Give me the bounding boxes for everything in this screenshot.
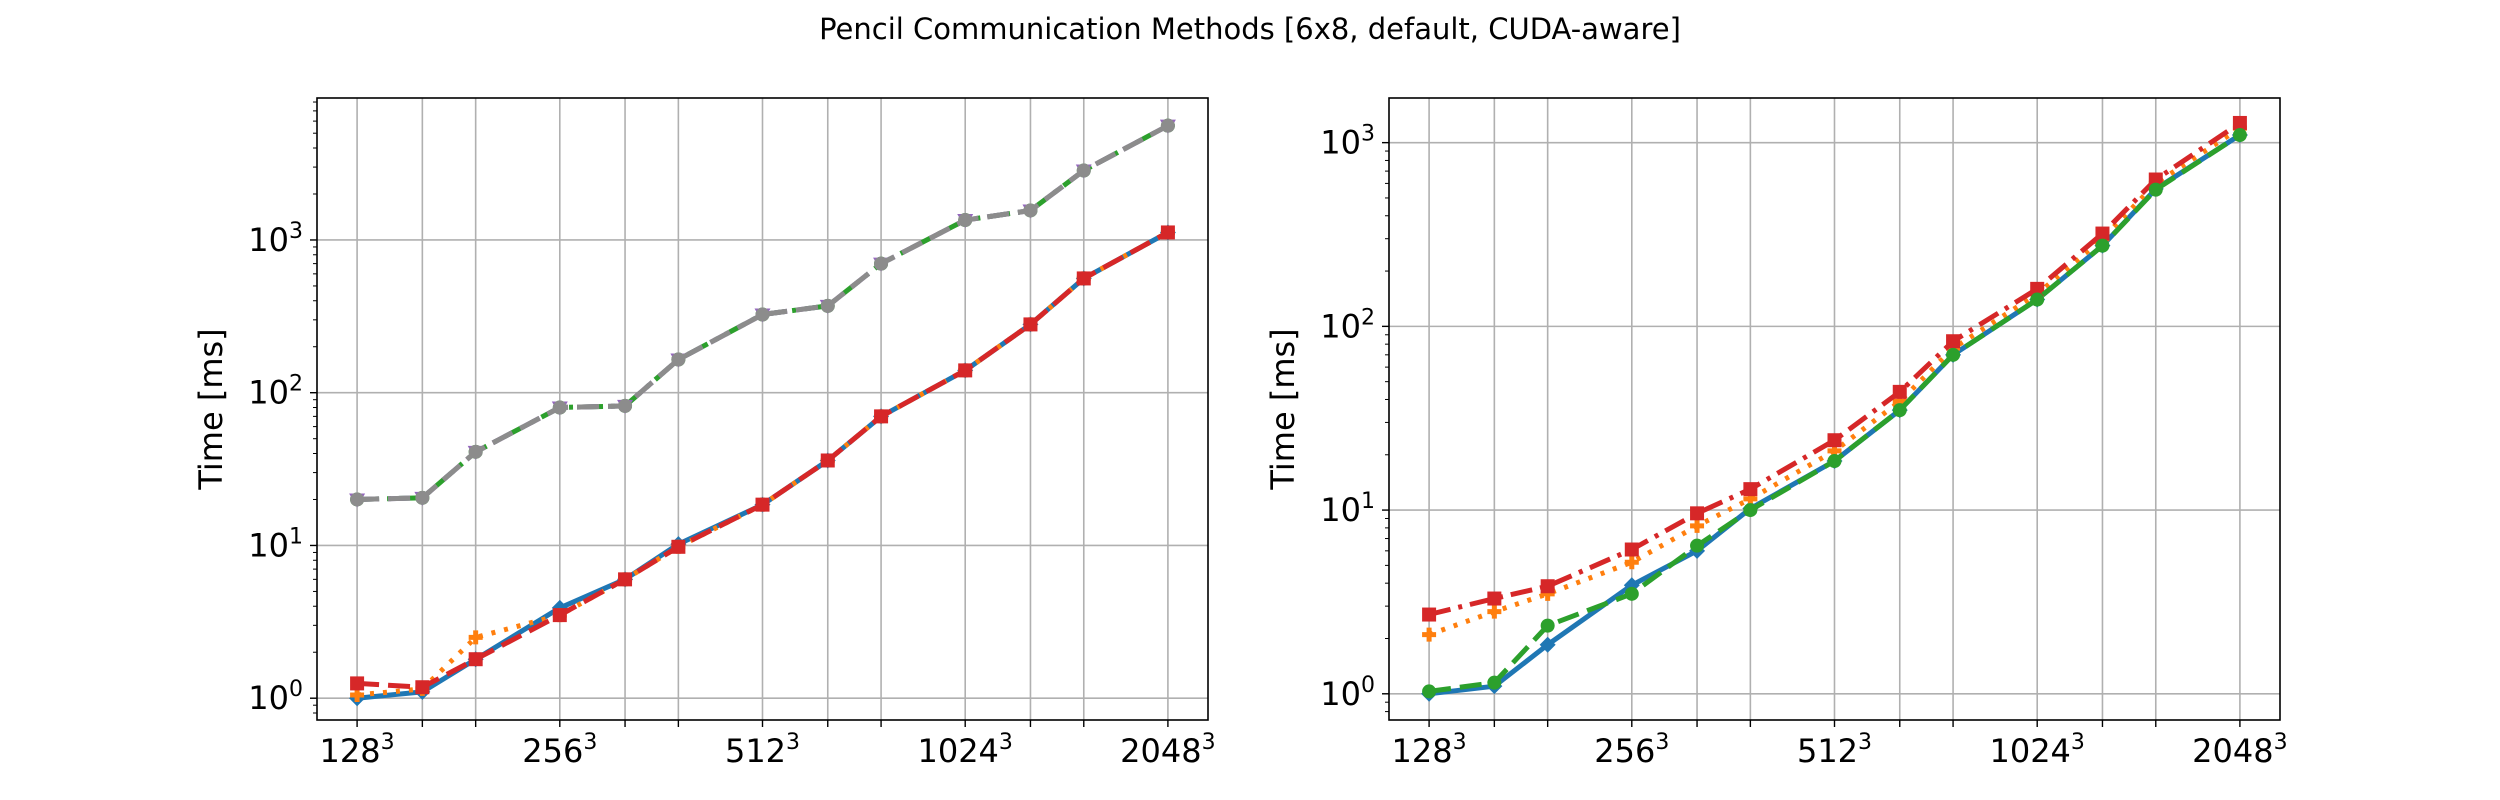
- data-point: [468, 652, 483, 667]
- data-point: [1540, 618, 1555, 633]
- x-tick-label: 1283: [320, 730, 395, 770]
- data-point: [755, 497, 770, 512]
- y-tick-label: 103: [248, 219, 303, 259]
- data-point: [958, 363, 973, 378]
- y-tick-label: 103: [1320, 122, 1375, 162]
- data-point: [1076, 271, 1091, 286]
- y-tick-label: 100: [248, 677, 303, 717]
- data-point: [1023, 317, 1038, 332]
- data-point: [1160, 118, 1175, 133]
- x-tick-label: 5123: [725, 730, 800, 770]
- x-tick-label: 5123: [1797, 730, 1872, 770]
- data-point: [1690, 518, 1705, 533]
- data-point: [1946, 334, 1961, 349]
- data-point: [1624, 555, 1639, 570]
- data-point: [1690, 538, 1705, 553]
- data-point: [1540, 586, 1555, 601]
- data-point: [2095, 226, 2110, 241]
- data-point: [350, 676, 365, 691]
- x-tick-label: 1283: [1392, 730, 1467, 770]
- data-point: [874, 409, 889, 424]
- y-tick-label: 100: [1320, 673, 1375, 713]
- y-tick-label: 101: [248, 524, 303, 564]
- data-point: [1076, 163, 1091, 178]
- data-point: [1743, 482, 1758, 497]
- data-point: [1487, 591, 1502, 606]
- data-point: [415, 680, 430, 695]
- data-point: [671, 352, 686, 367]
- data-point: [1422, 684, 1437, 699]
- data-point: [820, 298, 835, 313]
- data-point: [1624, 586, 1639, 601]
- y-axis-label: Time [ms]: [192, 328, 230, 490]
- data-point: [2148, 172, 2163, 187]
- data-point: [2148, 182, 2163, 197]
- data-point: [1892, 394, 1907, 409]
- data-point: [468, 444, 483, 459]
- data-point: [2030, 292, 2045, 307]
- data-point: [2232, 128, 2247, 143]
- data-point: [1422, 607, 1437, 622]
- data-point: [874, 256, 889, 271]
- data-point: [350, 687, 365, 702]
- data-point: [1422, 627, 1437, 642]
- x-tick-label: 2563: [1594, 730, 1669, 770]
- x-tick-label: 20483: [1120, 730, 1215, 770]
- y-tick-label: 102: [1320, 305, 1375, 345]
- data-point: [1827, 443, 1842, 458]
- y-axis-label: Time [ms]: [1264, 328, 1302, 490]
- x-tick-label: 10243: [1989, 730, 2084, 770]
- data-point: [552, 400, 567, 415]
- plot-frame: [1388, 97, 2281, 721]
- data-point: [1023, 203, 1038, 218]
- data-point: [1827, 453, 1842, 468]
- x-tick-label: 20483: [2192, 730, 2287, 770]
- data-point: [1624, 542, 1639, 557]
- data-point: [1487, 604, 1502, 619]
- data-point: [958, 213, 973, 228]
- data-point: [1690, 506, 1705, 521]
- data-point: [1946, 347, 1961, 362]
- data-point: [1160, 225, 1175, 240]
- data-point: [1743, 503, 1758, 518]
- x-tick-label: 2563: [522, 730, 597, 770]
- data-point: [1743, 491, 1758, 506]
- data-point: [468, 630, 483, 645]
- data-point: [671, 539, 686, 554]
- data-point: [1827, 433, 1842, 448]
- data-point: [2030, 281, 2045, 296]
- plot-frame: [316, 97, 1209, 721]
- x-tick-label: 10243: [917, 730, 1012, 770]
- data-point: [1539, 636, 1556, 653]
- data-point: [415, 490, 430, 505]
- data-point: [618, 572, 633, 587]
- data-point: [552, 608, 567, 623]
- data-point: [755, 307, 770, 322]
- y-tick-label: 102: [248, 372, 303, 412]
- data-point: [1487, 675, 1502, 690]
- data-point: [1892, 384, 1907, 399]
- data-point: [820, 453, 835, 468]
- data-point: [1892, 403, 1907, 418]
- y-tick-label: 101: [1320, 489, 1375, 529]
- chart-panel-2: 1283 2563 5123 10243 20483 100 101 102 103 Time […: [1264, 97, 2288, 770]
- data-point: [350, 492, 365, 507]
- figure-title: Pencil Communication Methods [6x8, defau…: [819, 12, 1681, 46]
- data-point: [618, 398, 633, 413]
- data-point: [2232, 115, 2247, 130]
- data-point: [2095, 238, 2110, 253]
- chart-panel-1: 1283 2563 5123 10243 20483 100 101 102 103 Time […: [192, 97, 1216, 770]
- data-point: [1540, 579, 1555, 594]
